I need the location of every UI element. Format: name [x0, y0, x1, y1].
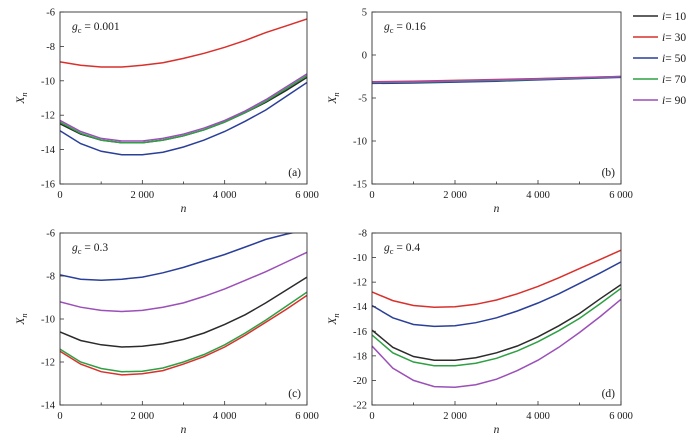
- panel-tag: (a): [288, 167, 301, 179]
- y-tick-label: -14: [41, 145, 56, 156]
- y-tick-label: 0: [362, 51, 367, 62]
- x-tick-label: 6 000: [609, 411, 633, 422]
- x-tick-label: 6 000: [295, 411, 319, 422]
- series-line-i30: [372, 249, 621, 309]
- x-axis-label: n: [494, 424, 500, 436]
- x-axis-label: n: [181, 424, 187, 436]
- series-line-i90: [372, 75, 621, 83]
- y-tick-label: -8: [46, 42, 55, 53]
- y-tick-label: -20: [353, 376, 367, 387]
- y-tick-label: -16: [353, 327, 367, 338]
- x-tick-label: 6 000: [295, 190, 319, 201]
- series-line-i70: [372, 287, 621, 367]
- series-line-i90: [60, 73, 307, 142]
- y-tick-label: -14: [41, 401, 56, 412]
- series-line-i10: [60, 76, 307, 144]
- x-tick-label: 0: [57, 190, 62, 201]
- y-tick-label: -12: [41, 358, 55, 369]
- series-line-i90: [60, 251, 307, 313]
- y-tick-label: -18: [353, 351, 367, 362]
- y-tick-label: -8: [46, 272, 55, 283]
- legend-label: i= 30: [662, 32, 686, 44]
- legend-label: i= 70: [662, 74, 686, 86]
- y-tick-label: -10: [353, 137, 367, 148]
- legend-label: i= 90: [662, 95, 686, 107]
- y-axis-label: Xn: [327, 92, 341, 104]
- x-tick-label: 0: [57, 411, 62, 422]
- panel-tag: (b): [602, 167, 616, 179]
- series-line-i10: [60, 276, 307, 348]
- x-tick-label: 0: [369, 190, 374, 201]
- plot-frame: [371, 11, 622, 185]
- gc-annotation: gc = 0.4: [384, 242, 420, 256]
- y-axis-label: Xn: [15, 92, 29, 104]
- gc-annotation: gc = 0.3: [72, 242, 108, 256]
- x-tick-label: 4 000: [213, 411, 237, 422]
- x-tick-label: 4 000: [526, 411, 550, 422]
- x-tick-label: 6 000: [609, 190, 633, 201]
- y-tick-label: 5: [362, 8, 367, 19]
- y-tick-label: -22: [353, 401, 367, 412]
- series-line-i10: [372, 283, 621, 361]
- y-tick-label: -10: [41, 76, 55, 87]
- x-tick-label: 4 000: [526, 190, 550, 201]
- y-tick-label: -10: [353, 253, 367, 264]
- legend-label: i= 50: [662, 53, 686, 65]
- legend: i= 10 i= 30 i= 50 i= 70 i= 90: [633, 11, 686, 107]
- x-tick-label: 0: [369, 411, 374, 422]
- y-tick-label: -6: [46, 229, 55, 240]
- y-tick-label: -10: [41, 315, 55, 326]
- legend-label: i= 10: [662, 11, 686, 23]
- y-tick-label: -16: [41, 180, 55, 191]
- x-axis-label: n: [181, 203, 187, 215]
- x-tick-label: 2 000: [443, 190, 467, 201]
- y-tick-label: -6: [46, 8, 55, 19]
- y-tick-label: -8: [358, 229, 367, 240]
- panel-a: 0 2 000 4 000 6 000 -16 -14 -12 -10 -8 -6 n Xn gc = …: [15, 8, 319, 216]
- panel-b: 0 2 000 4 000 6 000 -15 -10 -5 0 5 n Xn gc = 0.16 (b…: [327, 8, 633, 216]
- x-tick-label: 4 000: [213, 190, 237, 201]
- y-tick-label: -12: [41, 111, 55, 122]
- series-line-i30: [60, 18, 307, 68]
- y-tick-label: -15: [353, 180, 367, 191]
- series-line-i50: [372, 261, 621, 328]
- y-tick-label: -5: [358, 94, 367, 105]
- panel-tag: (d): [602, 388, 616, 400]
- series-line-i70: [60, 291, 307, 373]
- y-tick-label: -14: [353, 302, 368, 313]
- panel-d: 0 2 000 4 000 6 000 -22 -20 -18 -16 -14 -12 -10 -8 n…: [327, 229, 633, 437]
- series-line-i90: [372, 298, 621, 388]
- x-tick-label: 2 000: [443, 411, 467, 422]
- x-axis-label: n: [494, 203, 500, 215]
- gc-annotation: gc = 0.001: [72, 21, 120, 35]
- x-tick-label: 2 000: [131, 411, 155, 422]
- series-line-i50: [60, 233, 296, 282]
- y-axis-label: Xn: [327, 313, 341, 325]
- panel-tag: (c): [288, 388, 301, 400]
- series-line-i30: [60, 294, 307, 376]
- series-line-i50: [60, 81, 307, 156]
- y-axis-label: Xn: [15, 313, 29, 325]
- gc-annotation: gc = 0.16: [384, 21, 426, 35]
- x-tick-label: 2 000: [131, 190, 155, 201]
- y-tick-label: -12: [353, 278, 367, 289]
- panel-c: 0 2 000 4 000 6 000 -14 -12 -10 -8 -6 n Xn gc = 0.3…: [15, 229, 319, 437]
- series-line-i70: [60, 74, 307, 144]
